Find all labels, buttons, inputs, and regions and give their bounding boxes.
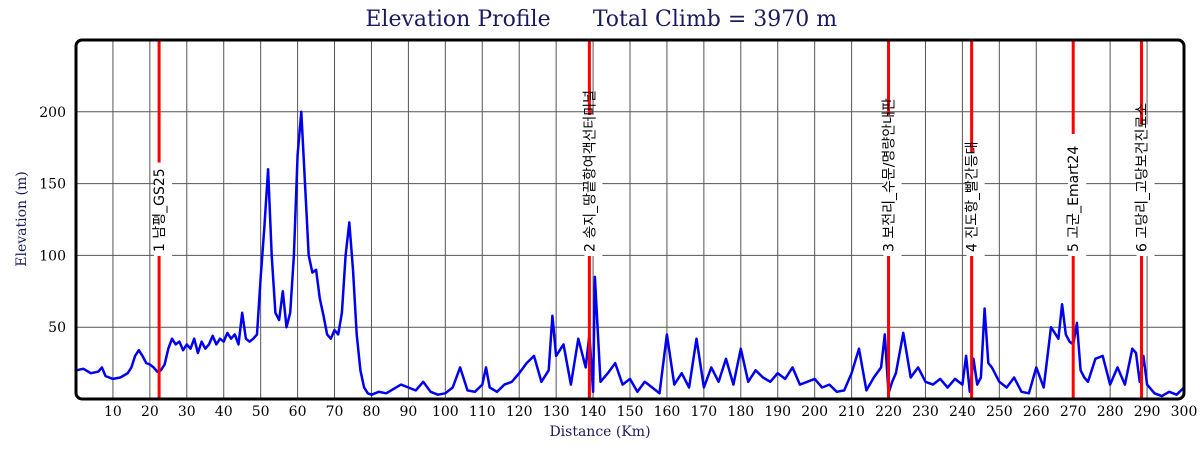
x-tick-label: 200 <box>801 404 828 420</box>
tick-layer: 10 20 30 40 50 60 70 80 90 100 110 120 130 140 150 160 1… <box>39 105 1197 420</box>
x-tick-label: 210 <box>838 404 865 420</box>
x-tick-label: 290 <box>1134 404 1161 420</box>
y-axis-label: Elevation (m) <box>14 171 30 266</box>
x-tick-label: 120 <box>506 404 533 420</box>
x-tick-label: 280 <box>1097 404 1124 420</box>
x-tick-label: 80 <box>363 404 381 420</box>
checkpoint-label-bg <box>584 115 603 256</box>
checkpoint-label: 5 고군_Emart24 <box>1066 146 1082 252</box>
x-tick-label: 70 <box>326 404 344 420</box>
x-tick-label: 240 <box>949 404 976 420</box>
checkpoint-label: 4 진도항_빨간등대 <box>965 141 981 252</box>
checkpoint-label-bg <box>1068 134 1087 256</box>
checkpoint-label-bg <box>883 115 902 256</box>
data-layer <box>75 110 1185 398</box>
x-tick-label: 150 <box>617 404 644 420</box>
checkpoint-label-bg <box>966 153 985 256</box>
x-tick-label: 100 <box>432 404 459 420</box>
chart-title: Elevation Profile <box>365 7 550 32</box>
elevation-line <box>75 110 1185 398</box>
x-tick-label: 90 <box>399 404 417 420</box>
x-tick-label: 140 <box>580 404 607 420</box>
checkpoint-label: 6 고당리_고당보건진료소 <box>1135 103 1151 252</box>
x-tick-label: 10 <box>104 404 122 420</box>
checkpoint-label: 3 보전리_수문/명량안내판 <box>882 98 898 252</box>
x-tick-label: 110 <box>469 404 496 420</box>
x-tick-label: 50 <box>252 404 270 420</box>
grid-layer <box>76 40 1184 399</box>
y-tick-label: 50 <box>48 320 66 336</box>
x-tick-label: 60 <box>289 404 307 420</box>
x-tick-label: 160 <box>654 404 681 420</box>
x-tick-label: 300 <box>1171 404 1198 420</box>
x-tick-label: 130 <box>543 404 570 420</box>
x-tick-label: 180 <box>727 404 754 420</box>
checkpoint-label: 1 남평_GS25 <box>152 168 168 252</box>
y-tick-label: 150 <box>39 177 66 193</box>
x-tick-label: 40 <box>215 404 233 420</box>
x-axis-label: Distance (Km) <box>549 424 650 440</box>
x-tick-label: 230 <box>912 404 939 420</box>
x-tick-label: 260 <box>1023 404 1050 420</box>
x-tick-label: 20 <box>141 404 159 420</box>
x-tick-label: 170 <box>690 404 717 420</box>
chart-subtitle: Total Climb = 3970 m <box>593 7 837 32</box>
checkpoint-label: 2 송지_땅끝항여객선터미널 <box>582 90 598 252</box>
checkpoint-label-bg <box>1136 124 1155 256</box>
plot-frame <box>74 38 1186 401</box>
x-tick-label: 250 <box>986 404 1013 420</box>
x-tick-label: 220 <box>875 404 902 420</box>
checkpoint-label-bg <box>154 162 173 256</box>
x-tick-label: 190 <box>764 404 791 420</box>
x-tick-label: 30 <box>178 404 196 420</box>
x-tick-label: 270 <box>1060 404 1087 420</box>
y-tick-label: 200 <box>39 105 66 121</box>
marker-layer: 1 남평_GS25 2 송지_땅끝항여객선터미널 3 보전리_수문/명량안내판 4 진… <box>152 40 1155 399</box>
y-tick-label: 100 <box>39 248 66 264</box>
